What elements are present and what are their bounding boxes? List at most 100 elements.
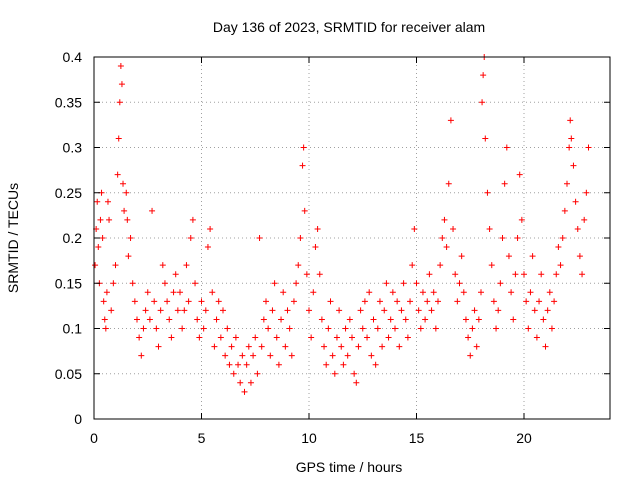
data-point: [258, 343, 265, 350]
data-point: [92, 262, 99, 269]
data-point: [454, 298, 461, 305]
data-point: [215, 298, 222, 305]
data-point: [310, 289, 317, 296]
data-point: [146, 316, 153, 323]
data-point: [198, 298, 205, 305]
data-point: [155, 343, 162, 350]
data-point: [374, 325, 381, 332]
data-point: [108, 307, 115, 314]
data-point: [428, 307, 435, 314]
data-point: [499, 235, 506, 241]
data-point: [529, 253, 536, 260]
data-point: [548, 325, 555, 332]
data-point: [505, 253, 512, 260]
data-point: [338, 343, 345, 350]
data-point: [327, 298, 334, 305]
data-point: [458, 253, 465, 260]
data-point: [521, 271, 527, 278]
data-point: [290, 298, 297, 305]
data-point: [211, 343, 218, 350]
data-point: [323, 361, 330, 368]
data-point: [174, 307, 181, 314]
data-point: [387, 316, 394, 323]
data-point: [295, 262, 302, 269]
data-point: [411, 225, 418, 232]
data-point: [572, 198, 579, 205]
data-point: [443, 244, 450, 251]
x-tick-label: 15: [409, 430, 425, 446]
data-point: [116, 99, 123, 106]
data-point: [523, 298, 530, 305]
data-point: [346, 316, 353, 323]
data-point: [243, 361, 250, 368]
data-point: [247, 379, 254, 386]
data-point: [493, 325, 500, 332]
data-point: [125, 253, 132, 260]
data-point: [299, 162, 306, 169]
data-point: [121, 207, 128, 214]
data-point: [482, 135, 489, 142]
data-point: [269, 307, 276, 314]
data-point: [435, 298, 441, 305]
data-point: [200, 325, 207, 332]
data-point: [437, 262, 444, 269]
data-point: [488, 262, 495, 269]
data-point: [306, 307, 312, 314]
data-point: [538, 271, 545, 278]
y-tick-label: 0.05: [55, 366, 82, 382]
data-point: [129, 280, 136, 287]
data-point: [308, 334, 315, 341]
data-point: [460, 289, 467, 296]
y-tick-labels: 0 0.05 0.1 0.15 0.2 0.25 0.3 0.35 0.4: [55, 49, 82, 427]
data-point: [106, 216, 113, 223]
data-point: [297, 235, 304, 241]
data-point: [392, 325, 398, 332]
data-point: [542, 343, 549, 350]
data-point: [104, 198, 111, 205]
axis-ticks: [93, 56, 610, 420]
data-point: [422, 316, 429, 323]
data-point: [252, 334, 259, 341]
grid-lines: [94, 57, 610, 419]
data-point: [508, 289, 515, 296]
data-point: [426, 271, 433, 278]
data-point: [478, 289, 484, 296]
data-point: [564, 180, 570, 187]
data-point: [574, 225, 581, 232]
data-point: [479, 99, 486, 106]
data-point: [465, 334, 472, 341]
data-point: [376, 298, 383, 305]
data-point: [179, 325, 186, 332]
data-point: [340, 361, 347, 368]
data-point: [94, 198, 101, 205]
data-point: [413, 280, 420, 287]
data-point: [267, 352, 274, 359]
data-point: [237, 379, 244, 386]
data-point: [473, 343, 480, 350]
data-point: [364, 334, 371, 341]
data-point: [131, 298, 138, 305]
data-point: [585, 144, 592, 151]
data-point: [151, 298, 158, 305]
data-point: [357, 307, 364, 314]
data-point: [196, 334, 203, 341]
data-point: [97, 216, 104, 223]
data-point: [536, 298, 543, 305]
data-point: [551, 298, 558, 305]
data-point: [101, 316, 108, 323]
data-point: [157, 307, 164, 314]
data-point: [546, 289, 553, 296]
data-point: [273, 334, 280, 341]
data-point: [383, 280, 390, 287]
data-point: [366, 289, 373, 296]
data-point: [333, 334, 340, 341]
data-point: [164, 298, 171, 305]
data-point: [245, 343, 252, 350]
data-point: [95, 244, 102, 251]
data-point: [379, 343, 386, 350]
data-point: [349, 334, 355, 341]
data-point: [486, 225, 493, 232]
data-point: [110, 280, 117, 287]
data-point: [579, 271, 586, 278]
data-point: [265, 325, 272, 332]
